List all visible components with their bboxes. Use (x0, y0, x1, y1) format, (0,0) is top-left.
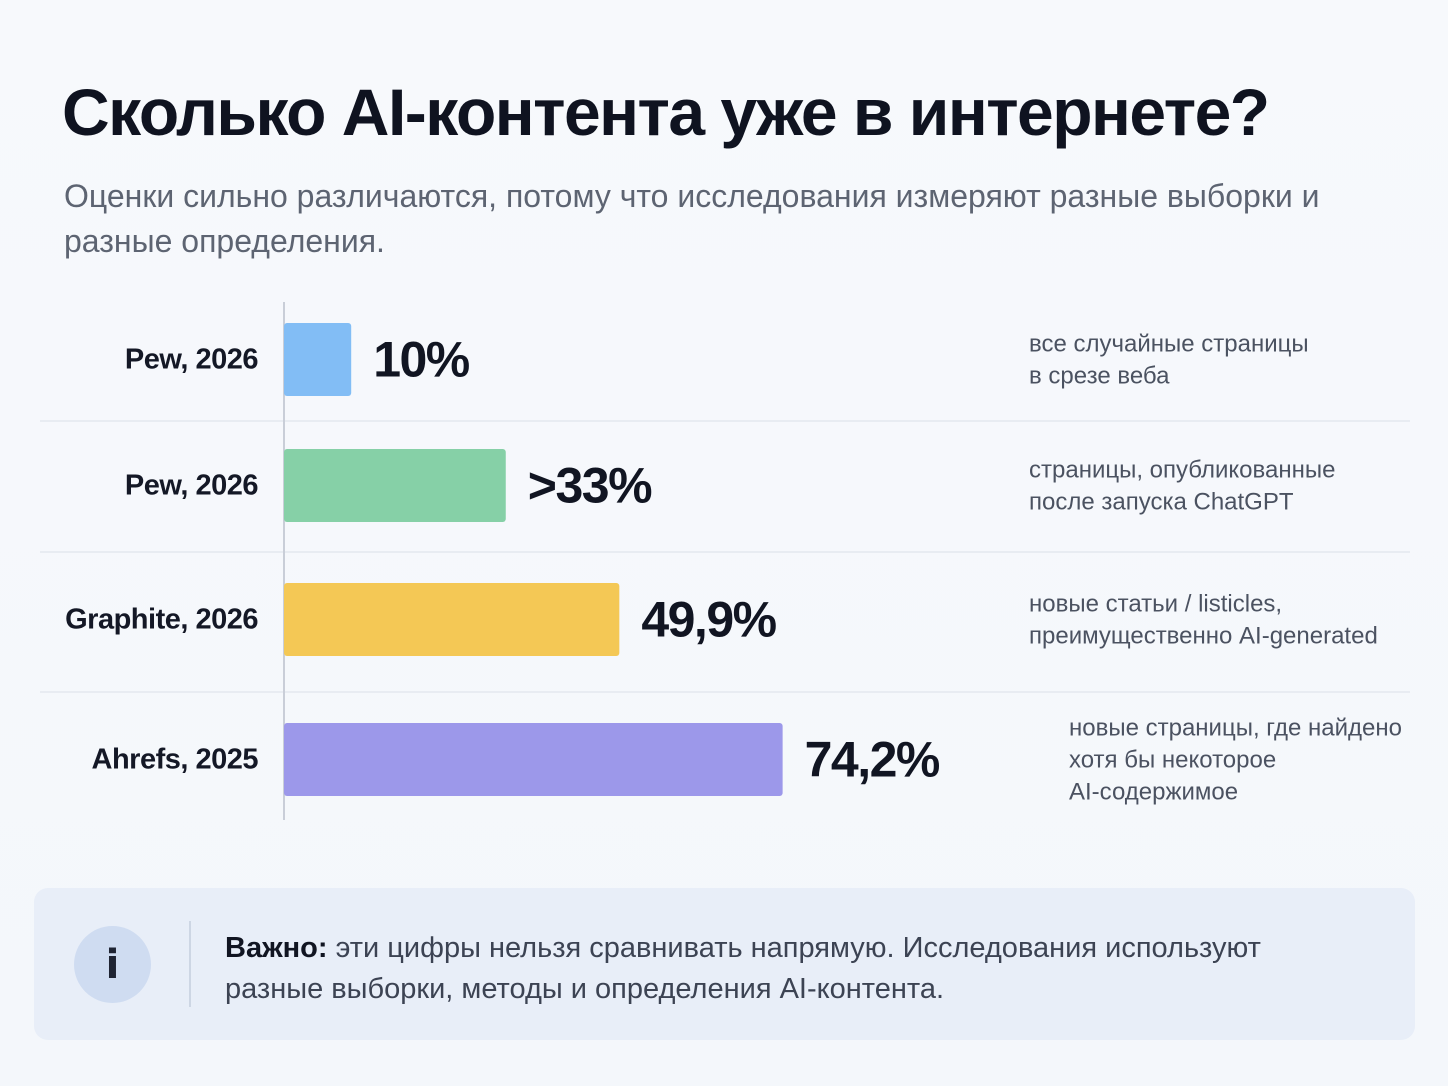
bar (284, 449, 506, 522)
bar-note-line: преимущественно AI-generated (1029, 622, 1378, 649)
value-label: 74,2% (805, 732, 940, 788)
bar-note: новые статьи / listicles, преимущественно… (1029, 590, 1378, 649)
info-icon-glyph: i (105, 941, 120, 988)
bar-note: все случайные страницы в срезе веба (1029, 330, 1309, 389)
callout-text: Важно: эти цифры нельзя сравнивать напря… (225, 928, 1345, 1010)
category-label: Ahrefs, 2025 (92, 744, 259, 776)
callout-body: эти цифры нельзя сравнивать напрямую. Ис… (225, 932, 1261, 1005)
page-subtitle: Оценки сильно различаются, потому что ис… (64, 178, 1320, 259)
value-label: 49,9% (641, 592, 776, 648)
callout-divider (189, 921, 191, 1007)
bar (284, 323, 352, 396)
callout-bold: Важно: (225, 932, 328, 964)
bar-note-line: новые страницы, где найдено (1069, 714, 1402, 741)
bar (284, 723, 783, 796)
bar-note-line: AI-содержимое (1069, 778, 1238, 805)
info-icon: i (74, 926, 151, 1003)
bar (284, 583, 620, 656)
category-label: Graphite, 2026 (65, 604, 258, 636)
bar-note-line: хотя бы некоторое (1069, 746, 1276, 773)
info-callout: i Важно: эти цифры нельзя сравнивать нап… (34, 888, 1415, 1040)
category-label: Pew, 2026 (125, 470, 258, 502)
value-label: >33% (528, 458, 652, 514)
bar-note-line: после запуска ChatGPT (1029, 488, 1294, 515)
page-title: Сколько AI-контента уже в интернете? (62, 75, 1270, 149)
bar-note-line: все случайные страницы (1029, 330, 1309, 357)
bar-note-line: новые статьи / listicles, (1029, 590, 1282, 617)
bar-note-line: страницы, опубликованные (1029, 456, 1335, 483)
bar-note-line: в срезе веба (1029, 362, 1170, 389)
bar-note: страницы, опубликованные после запуска Ch… (1029, 456, 1335, 515)
bar-note: новые страницы, где найдено хотя бы некот… (1069, 714, 1402, 805)
value-label: 10% (373, 332, 470, 388)
category-label: Pew, 2026 (125, 344, 258, 376)
bar-chart: Pew, 2026 10% все случайные страницы в срез… (40, 302, 1410, 820)
